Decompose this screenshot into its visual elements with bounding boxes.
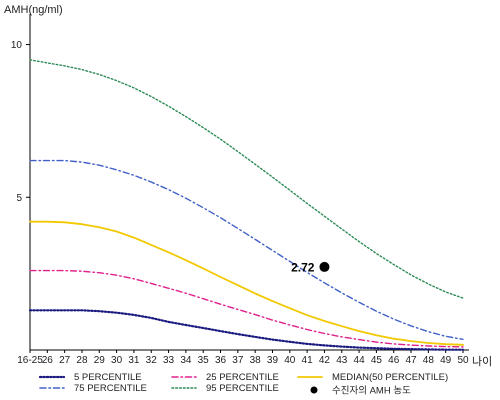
y-axis-label: AMH(ng/ml) bbox=[4, 4, 63, 16]
legend-point-label: 수진자의 AMH 농도 bbox=[332, 386, 411, 397]
x-tick-label: 16-25 bbox=[17, 355, 43, 366]
x-tick-label: 47 bbox=[405, 355, 417, 366]
y-tick-label: 10 bbox=[11, 40, 23, 51]
x-tick-label: 34 bbox=[180, 355, 192, 366]
x-tick-label: 29 bbox=[94, 355, 106, 366]
x-tick-label: 30 bbox=[111, 355, 123, 366]
x-tick-label: 36 bbox=[215, 355, 227, 366]
x-tick-label: 38 bbox=[250, 355, 262, 366]
series-line-2 bbox=[29, 269, 464, 348]
series-line-1 bbox=[28, 309, 465, 351]
x-tick-label: 32 bbox=[146, 355, 158, 366]
x-tick-label: 50 bbox=[457, 355, 469, 366]
x-tick-label: 27 bbox=[59, 355, 71, 366]
x-tick-label: 43 bbox=[336, 355, 348, 366]
legend-label-3: MEDIAN(50 PERCENTILE) bbox=[332, 372, 448, 383]
series-line-3 bbox=[29, 220, 464, 346]
y-tick-label: 5 bbox=[16, 193, 22, 204]
x-tick-label: 31 bbox=[128, 355, 140, 366]
x-tick-label: 45 bbox=[371, 355, 383, 366]
x-tick-label: 39 bbox=[267, 355, 279, 366]
x-tick-label: 49 bbox=[440, 355, 452, 366]
x-tick-label: 35 bbox=[198, 355, 210, 366]
x-tick-label: 42 bbox=[319, 355, 331, 366]
x-tick-label: 46 bbox=[388, 355, 400, 366]
series-line-5 bbox=[29, 59, 464, 299]
x-tick-label: 26 bbox=[42, 355, 54, 366]
x-tick-label: 37 bbox=[232, 355, 244, 366]
legend-label-1: 5 PERCENTILE bbox=[74, 372, 142, 383]
x-tick-label: 48 bbox=[423, 355, 435, 366]
x-tick-label: 41 bbox=[302, 355, 314, 366]
patient-amh-value-label: 2.72 bbox=[291, 260, 315, 274]
chart-legend: 5 PERCENTILE 25 PERCENTILE MEDIAN(50 PERCE… bbox=[38, 372, 448, 397]
series-line-4 bbox=[29, 159, 464, 340]
x-tick-label: 40 bbox=[284, 355, 296, 366]
x-tick-label: 44 bbox=[354, 355, 366, 366]
legend-label-5: 95 PERCENTILE bbox=[206, 383, 279, 394]
x-tick-label: 28 bbox=[76, 355, 88, 366]
chart-points-layer: 2.72 bbox=[291, 260, 330, 274]
legend-point-swatch bbox=[310, 386, 318, 394]
legend-label-2: 25 PERCENTILE bbox=[206, 372, 279, 383]
patient-amh-point bbox=[319, 261, 330, 272]
x-tick-label: 33 bbox=[163, 355, 175, 366]
x-axis-label: 나이 bbox=[472, 355, 492, 368]
legend-label-4: 75 PERCENTILE bbox=[74, 383, 147, 394]
chart-series-layer bbox=[28, 59, 465, 351]
